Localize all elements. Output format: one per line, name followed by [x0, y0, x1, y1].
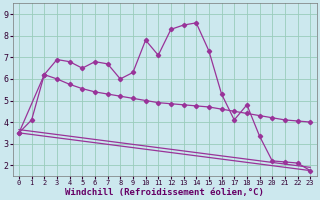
X-axis label: Windchill (Refroidissement éolien,°C): Windchill (Refroidissement éolien,°C): [65, 188, 264, 197]
